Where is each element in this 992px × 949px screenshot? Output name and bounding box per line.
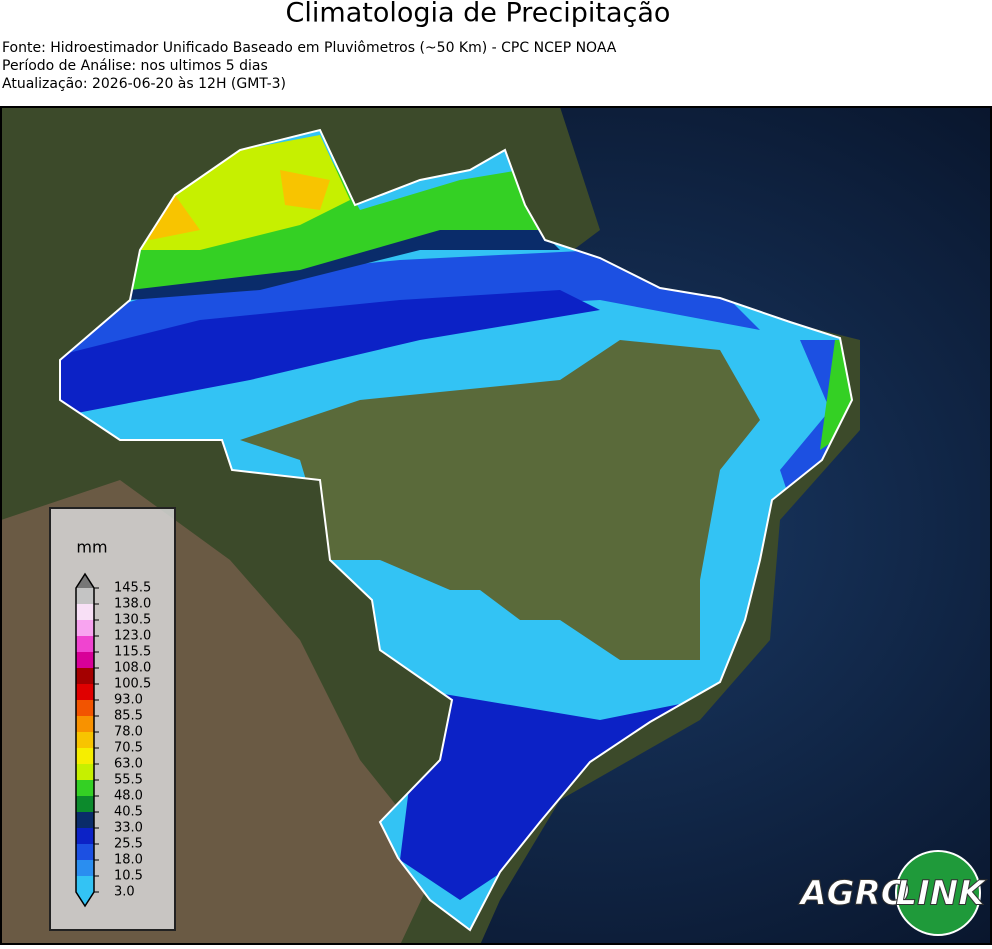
- colorbar-segment: [76, 844, 94, 860]
- colorbar-label: 108.0: [114, 661, 151, 676]
- colorbar-label: 18.0: [114, 853, 143, 868]
- map-frame: [0, 106, 992, 945]
- colorbar-segment: [76, 812, 94, 828]
- colorbar-segment: [76, 620, 94, 636]
- colorbar-segment: [76, 636, 94, 652]
- colorbar-segment: [76, 828, 94, 844]
- colorbar-label: 10.5: [114, 869, 143, 884]
- colorbar-segment: [76, 860, 94, 876]
- colorbar-label: 25.5: [114, 837, 143, 852]
- colorbar-segment: [76, 796, 94, 812]
- colorbar-segment: [76, 716, 94, 732]
- colorbar-label: 138.0: [114, 597, 151, 612]
- colorbar-segment: [76, 604, 94, 620]
- colorbar-label: 70.5: [114, 741, 143, 756]
- legend-unit: mm: [76, 538, 107, 557]
- colorbar-label: 93.0: [114, 693, 143, 708]
- colorbar-label: 40.5: [114, 805, 143, 820]
- source-line: Fonte: Hidroestimador Unificado Baseado …: [2, 40, 617, 56]
- colorbar-label: 48.0: [114, 789, 143, 804]
- colorbar-segment: [76, 668, 94, 684]
- legend: mm: [49, 507, 176, 931]
- period-line: Período de Análise: nos ultimos 5 dias: [2, 58, 268, 74]
- colorbar-segment: [76, 700, 94, 716]
- colorbar-label: 85.5: [114, 709, 143, 724]
- logo-text: LINK: [895, 874, 987, 914]
- colorbar-segment: [76, 780, 94, 796]
- colorbar-label: 55.5: [114, 773, 143, 788]
- colorbar-label: 63.0: [114, 757, 143, 772]
- colorbar-segment: [76, 876, 94, 892]
- colorbar-segment: [76, 764, 94, 780]
- update-line: Atualização: 2026-06-20 às 12H (GMT-3): [2, 76, 286, 92]
- colorbar-segment: [76, 732, 94, 748]
- colorbar-segment: [76, 588, 94, 604]
- colorbar-label: 115.5: [114, 645, 151, 660]
- logo: AGRO LINK: [797, 850, 988, 936]
- logo-text: AGRO: [797, 874, 909, 914]
- colorbar-label: 33.0: [114, 821, 143, 836]
- title: Climatologia de Precipitação: [286, 0, 671, 29]
- colorbar-label: 130.5: [114, 613, 151, 628]
- colorbar-label: 123.0: [114, 629, 151, 644]
- colorbar-segment: [76, 748, 94, 764]
- colorbar-arrow: [76, 892, 94, 906]
- colorbar-label: 78.0: [114, 725, 143, 740]
- colorbar-label: 3.0: [114, 885, 135, 900]
- colorbar-label: 145.5: [114, 581, 151, 596]
- colorbar-label: 100.5: [114, 677, 151, 692]
- colorbar-arrow: [76, 574, 94, 588]
- colorbar-segment: [76, 684, 94, 700]
- colorbar-segment: [76, 652, 94, 668]
